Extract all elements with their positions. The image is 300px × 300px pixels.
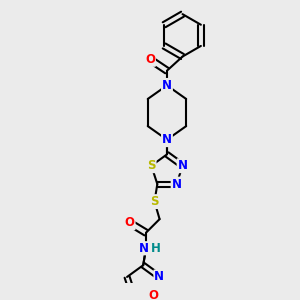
Text: N: N (154, 270, 164, 284)
Text: N: N (162, 79, 172, 92)
Text: O: O (124, 216, 135, 229)
Text: N: N (162, 133, 172, 146)
Text: S: S (150, 195, 159, 208)
Text: H: H (151, 242, 161, 255)
Text: N: N (178, 159, 188, 172)
Text: O: O (145, 53, 155, 66)
Text: O: O (148, 290, 158, 300)
Text: S: S (147, 159, 156, 172)
Text: N: N (139, 242, 149, 255)
Text: N: N (172, 178, 182, 190)
